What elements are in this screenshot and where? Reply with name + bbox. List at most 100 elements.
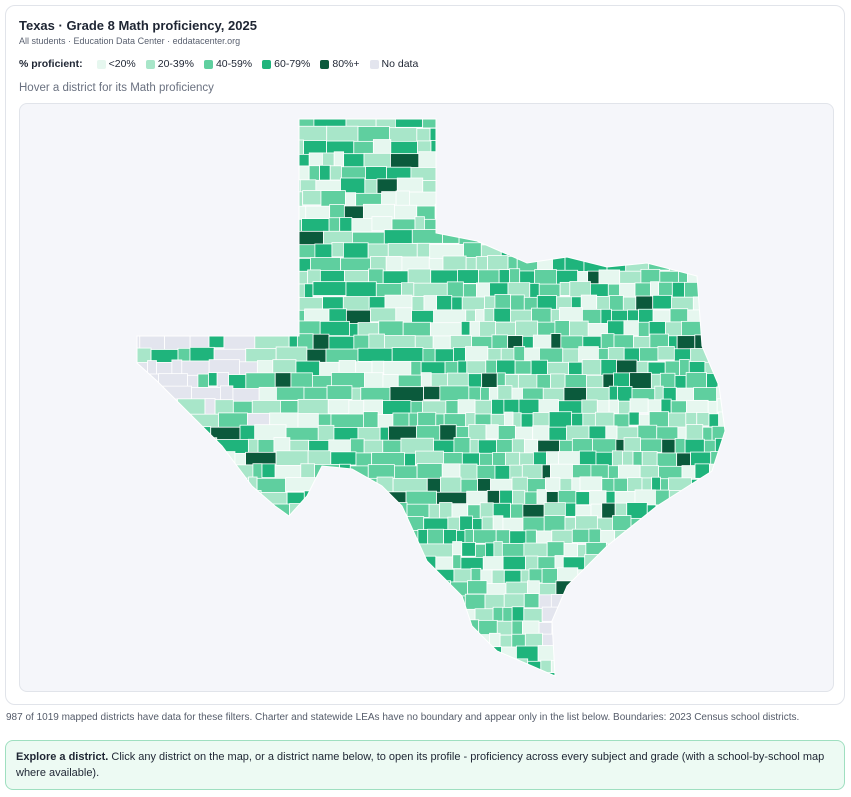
district[interactable] [635,606,659,624]
district[interactable] [293,543,325,560]
district[interactable] [712,581,722,600]
district[interactable] [214,569,242,587]
district[interactable] [565,138,586,154]
district[interactable] [614,581,631,599]
district[interactable] [130,256,140,272]
district[interactable] [242,633,267,650]
district[interactable] [285,139,304,157]
district[interactable] [371,452,405,467]
district[interactable] [710,115,730,130]
district[interactable] [523,542,548,557]
district[interactable] [634,554,649,569]
district[interactable] [299,580,323,597]
district[interactable] [724,570,740,588]
district[interactable] [640,191,664,206]
district[interactable] [593,127,617,145]
district[interactable] [718,411,742,428]
district[interactable] [261,218,286,237]
district[interactable] [160,283,176,302]
district[interactable] [185,307,214,324]
district[interactable] [191,543,207,559]
district[interactable] [612,113,623,127]
district[interactable] [608,399,619,414]
district[interactable] [176,218,204,237]
district[interactable] [676,452,691,468]
district[interactable] [283,320,298,336]
district[interactable] [215,672,231,690]
district[interactable] [683,204,693,225]
district[interactable] [238,490,262,510]
district[interactable] [628,541,649,557]
district[interactable] [227,581,255,599]
district[interactable] [266,633,293,651]
district[interactable] [606,256,627,272]
district[interactable] [523,125,545,144]
district[interactable] [627,529,646,548]
district[interactable] [224,127,236,146]
district[interactable] [559,205,579,225]
district[interactable] [350,541,373,556]
district[interactable] [653,516,676,534]
district[interactable] [577,569,595,586]
district[interactable] [160,205,189,220]
district[interactable] [681,113,702,128]
district[interactable] [693,620,718,639]
district[interactable] [336,634,347,652]
district[interactable] [278,165,298,180]
district[interactable] [602,373,614,388]
district[interactable] [495,660,507,679]
district[interactable] [614,502,628,517]
district[interactable] [629,398,649,414]
district[interactable] [531,231,548,250]
district[interactable] [304,504,321,519]
district[interactable] [571,231,591,248]
district[interactable] [521,218,535,238]
district[interactable] [573,595,584,615]
district[interactable] [475,218,500,234]
district[interactable] [452,178,464,193]
district[interactable] [727,141,746,158]
district[interactable] [411,310,435,324]
district[interactable] [224,555,254,571]
district[interactable] [726,438,737,453]
district[interactable] [177,398,206,417]
district[interactable] [162,580,188,595]
district[interactable] [682,542,707,561]
district[interactable] [418,621,433,640]
district[interactable] [582,593,598,610]
district[interactable] [413,282,448,298]
district[interactable] [418,151,449,170]
district[interactable] [432,596,450,615]
district[interactable] [442,229,460,244]
district[interactable] [659,582,683,600]
district[interactable] [272,555,290,575]
district[interactable] [624,633,641,654]
district[interactable] [621,658,632,675]
district[interactable] [501,646,517,664]
district[interactable] [420,595,434,614]
district[interactable] [490,673,509,690]
district[interactable] [533,218,548,236]
district[interactable] [616,205,635,224]
district[interactable] [171,164,199,181]
district[interactable] [364,179,378,196]
district[interactable] [210,217,229,232]
district[interactable] [484,295,496,311]
district[interactable] [146,411,164,432]
district[interactable] [256,360,274,375]
district[interactable] [638,179,652,198]
district[interactable] [168,424,199,440]
district[interactable] [577,672,593,691]
district[interactable] [668,165,685,183]
district[interactable] [150,528,174,545]
district[interactable] [677,242,699,257]
district[interactable] [187,672,208,687]
district[interactable] [167,567,201,585]
district[interactable] [186,269,203,287]
district[interactable] [404,452,416,467]
district[interactable] [389,127,418,144]
district[interactable] [452,554,462,569]
district[interactable] [645,658,660,676]
district[interactable] [155,672,172,690]
district[interactable] [217,516,250,535]
